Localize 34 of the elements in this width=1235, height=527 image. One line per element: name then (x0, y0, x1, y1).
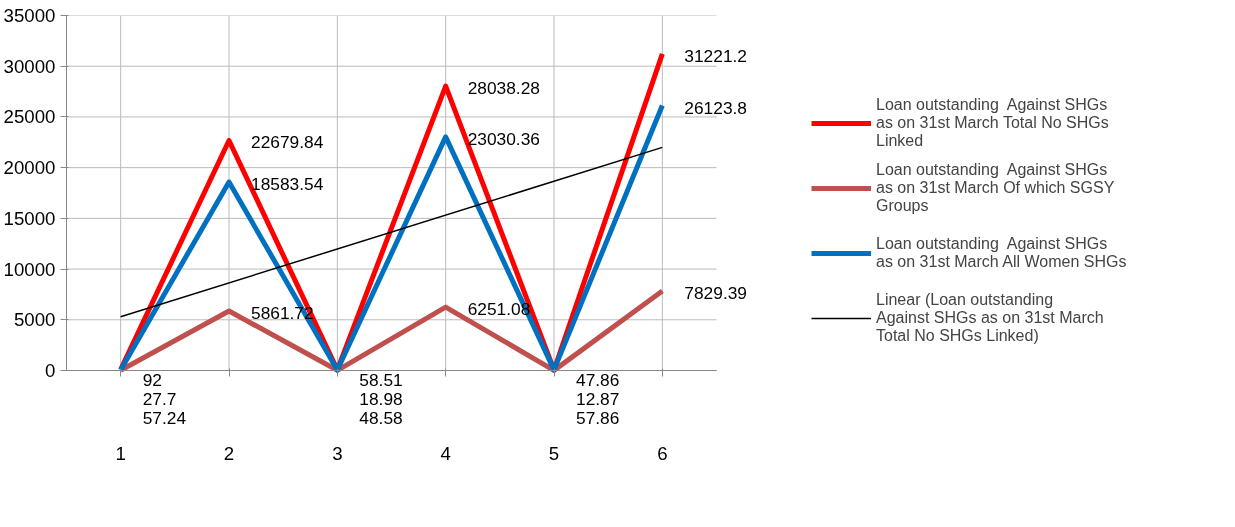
legend-label: Linear (Loan outstanding Against SHGs as on 31st March Total No SHGs Linked) (876, 290, 1104, 345)
x-tick-label: 3 (332, 442, 343, 464)
y-tick-label: 15000 (3, 207, 56, 229)
data-label: 18583.54 (251, 174, 324, 195)
data-label: 12.87 (576, 389, 620, 410)
y-tick-label: 0 (45, 360, 56, 381)
y-tick-label: 30000 (3, 55, 56, 77)
x-tick-label: 2 (223, 442, 235, 464)
legend-label: Loan outstanding Against SHGs as on 31st March Total No SHGs Linked (876, 95, 1109, 150)
data-label: 22679.84 (251, 132, 324, 153)
data-label: 92 (142, 369, 162, 390)
data-label: 31221.2 (684, 45, 747, 66)
y-tick-label: 25000 (3, 106, 56, 128)
y-tick-label: 10000 (3, 258, 56, 280)
data-label: 7829.39 (684, 283, 747, 304)
y-tick-label: 35000 (3, 5, 56, 26)
x-tick-label: 4 (440, 442, 451, 464)
x-tick-label: 5 (548, 442, 560, 464)
x-tick-label: 1 (115, 442, 126, 464)
legend-label: Loan outstanding Against SHGs as on 31st March All Women SHGs (876, 233, 1127, 272)
y-tick-label: 5000 (14, 309, 56, 331)
y-tick-label: 20000 (3, 157, 56, 179)
data-label: 48.58 (359, 408, 403, 429)
data-label: 57.24 (142, 407, 187, 428)
data-label: 18.98 (359, 389, 403, 410)
legend-label: Loan outstanding Against SHGs as on 31st March Of which SGSY Groups (876, 160, 1115, 215)
data-label: 27.7 (142, 389, 177, 410)
data-label: 47.86 (576, 370, 620, 391)
data-label: 26123.8 (684, 97, 747, 118)
data-label: 57.86 (576, 407, 620, 428)
x-tick-label: 6 (657, 442, 668, 464)
data-label: 28038.28 (467, 78, 540, 99)
data-label: 23030.36 (467, 128, 540, 149)
data-label: 58.51 (359, 369, 403, 390)
